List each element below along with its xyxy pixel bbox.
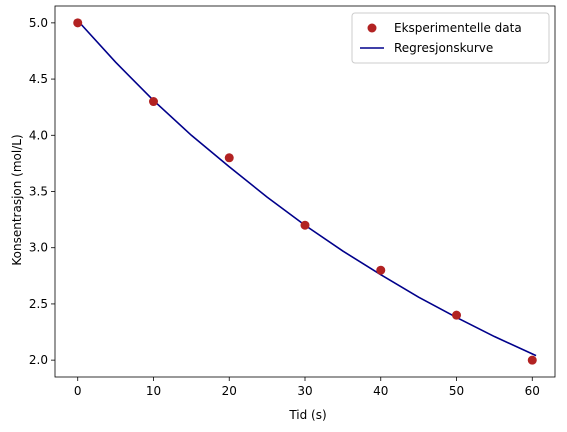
- x-axis-label: Tid (s): [288, 408, 326, 422]
- x-tick-label: 50: [449, 384, 464, 398]
- legend: Eksperimentelle data Regresjonskurve: [351, 12, 550, 64]
- x-tick-label: 20: [222, 384, 237, 398]
- x-tick-label: 30: [297, 384, 312, 398]
- y-tick-label: 2.0: [29, 353, 48, 367]
- data-point: [527, 355, 537, 365]
- data-marks: [73, 18, 537, 365]
- x-tick-label: 60: [525, 384, 540, 398]
- y-tick-label: 2.5: [29, 297, 48, 311]
- y-tick-label: 3.5: [29, 185, 48, 199]
- legend-box: [351, 12, 550, 64]
- legend-label: Eksperimentelle data: [394, 21, 522, 35]
- axes: 0 10 20 30 40 50 60 2.0 2.5 3.0 3.5 4.0 4.5 5.0: [29, 5, 556, 398]
- regression-line: [77, 20, 537, 357]
- y-tick-label: 4.0: [29, 128, 48, 142]
- data-point: [376, 265, 386, 275]
- data-point: [224, 153, 234, 163]
- data-point: [73, 18, 83, 28]
- data-point: [148, 97, 158, 107]
- y-tick-label: 5.0: [29, 16, 48, 30]
- x-tick-label: 40: [373, 384, 388, 398]
- legend-marker-scatter: [367, 23, 377, 33]
- data-point: [452, 310, 462, 320]
- y-tick-label: 3.0: [29, 241, 48, 255]
- x-tick-label: 0: [74, 384, 82, 398]
- legend-label: Regresjonskurve: [394, 41, 493, 55]
- data-point: [300, 220, 310, 230]
- x-tick-label: 10: [146, 384, 161, 398]
- y-axis-label: Konsentrasjon (mol/L): [10, 134, 24, 265]
- y-tick-label: 4.5: [29, 72, 48, 86]
